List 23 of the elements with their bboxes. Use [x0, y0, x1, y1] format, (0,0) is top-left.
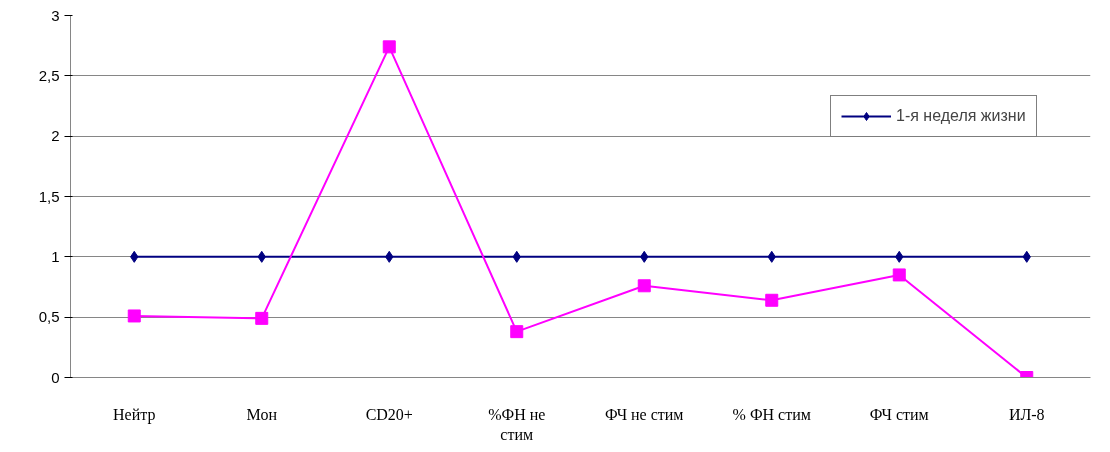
x-tick-label: Мон — [246, 405, 278, 423]
x-tick-label: CD20+ — [365, 405, 413, 423]
x-tick-label: %ФН не стим — [488, 405, 546, 443]
y-tick-label: 2 — [51, 127, 60, 145]
point — [255, 311, 269, 325]
legend-label: 1-я неделя жизни — [896, 107, 1026, 125]
point — [127, 309, 141, 323]
y-tick-label: 2,5 — [38, 66, 60, 84]
x-tick-label: Нейтр — [113, 405, 156, 424]
x-tick-label: ФЧ не стим — [605, 405, 684, 423]
y-tick-label: 3 — [51, 6, 60, 24]
y-tick-label: 1 — [51, 247, 60, 265]
x-tick-label: ИЛ-8 — [1008, 405, 1045, 423]
y-tick-label: 0,5 — [38, 308, 60, 326]
y-tick-label: 0 — [51, 368, 60, 386]
point — [892, 268, 906, 282]
point — [765, 293, 779, 307]
point — [382, 40, 396, 54]
y-tick-label: 1,5 — [38, 187, 60, 205]
x-tick-label: ФЧ стим — [869, 405, 929, 423]
x-tick-label: % ФН стим — [732, 405, 811, 423]
point — [637, 279, 651, 293]
point — [510, 325, 524, 339]
